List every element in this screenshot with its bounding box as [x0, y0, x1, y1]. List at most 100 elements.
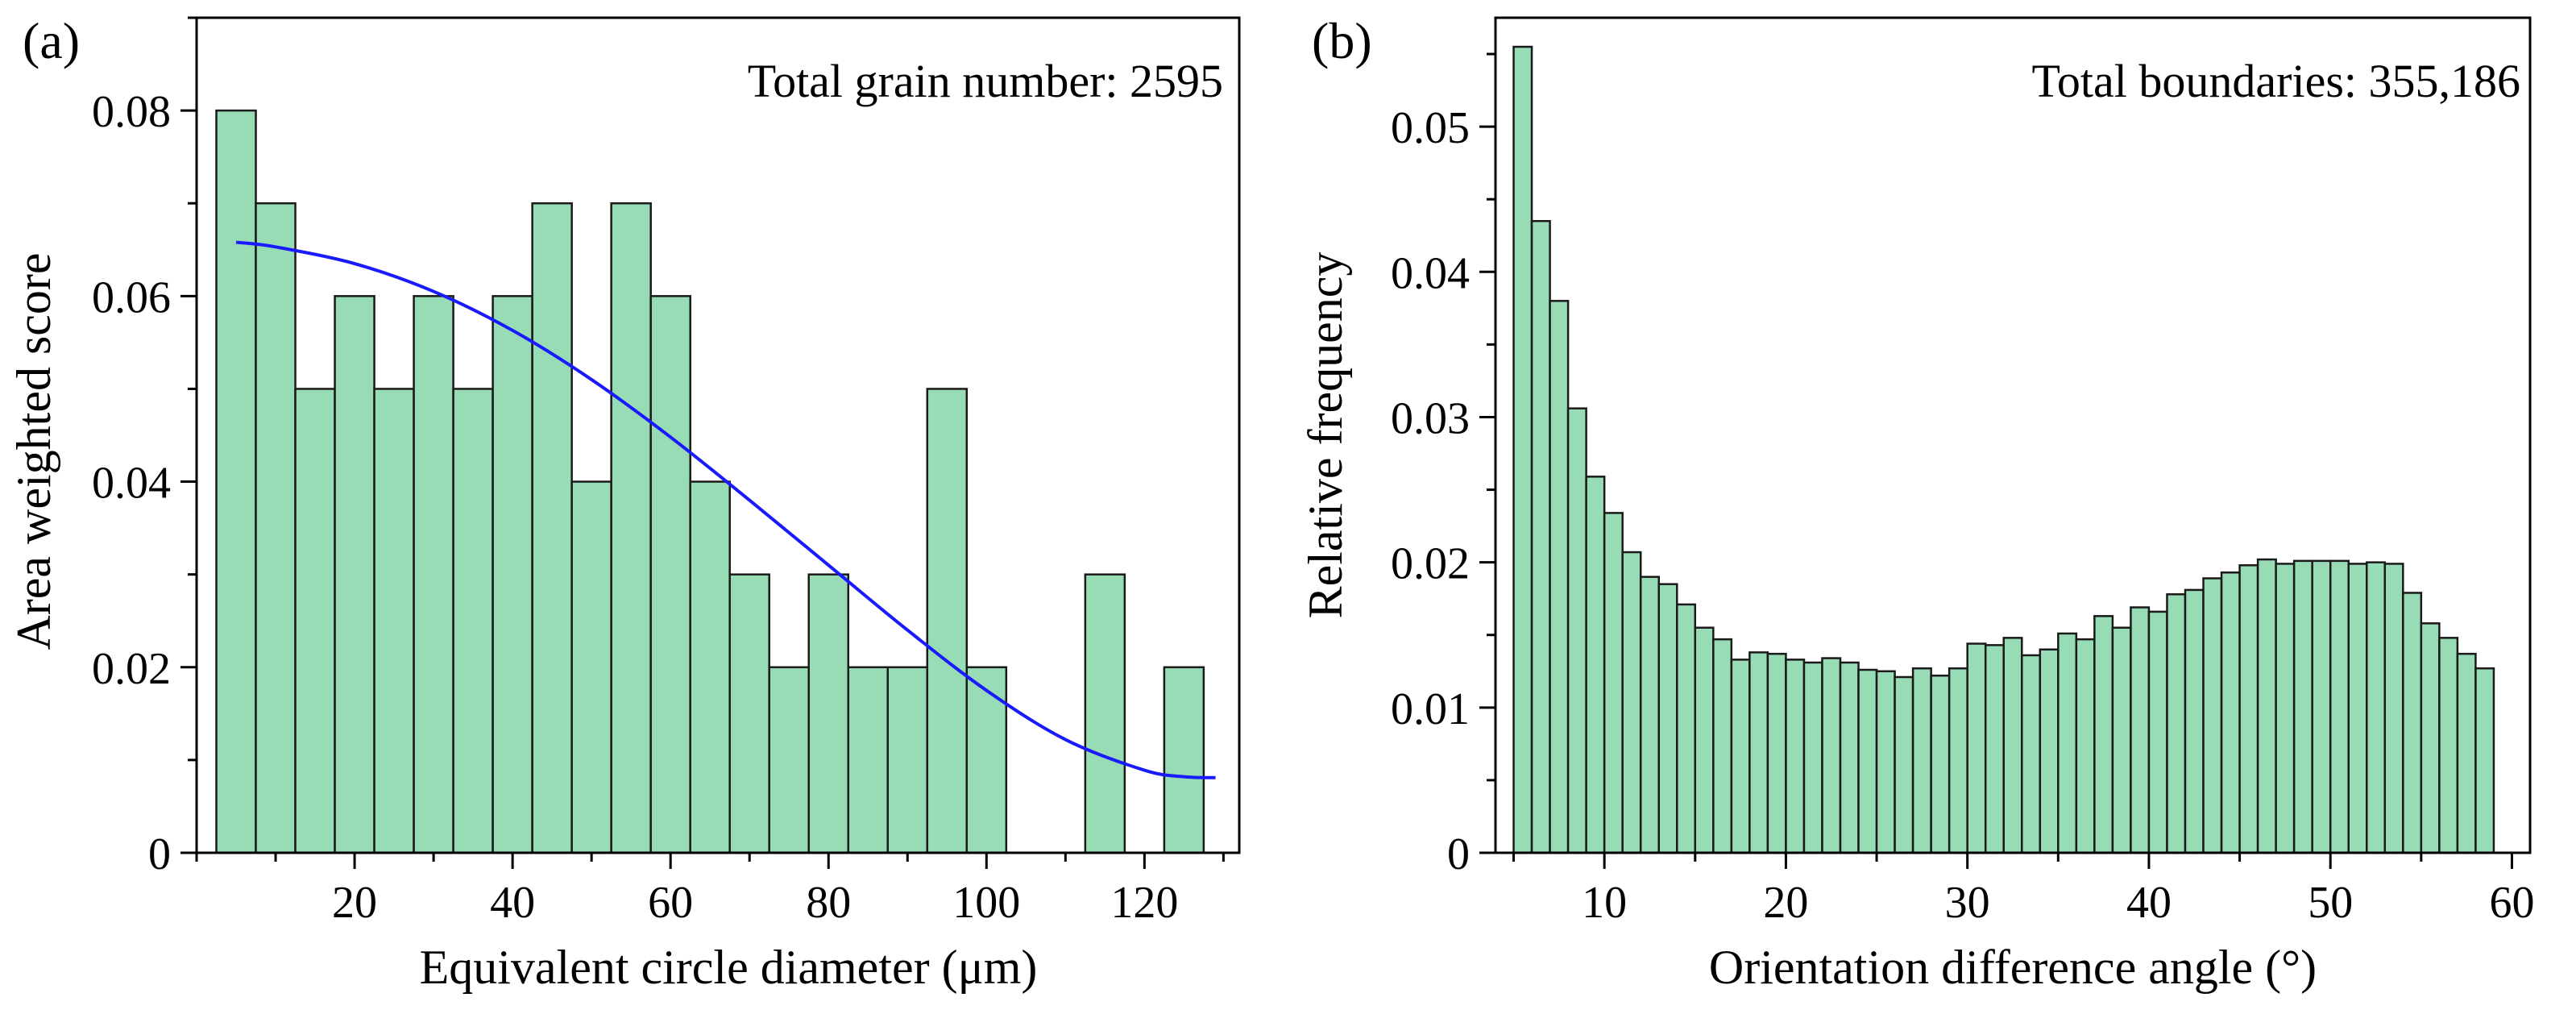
panel-a-plot-frame [195, 16, 1241, 854]
panel-b-bar [2057, 632, 2078, 854]
panel-b-bar [2039, 648, 2060, 854]
panel-b-bar [2184, 588, 2205, 854]
panel-b-bar [2093, 615, 2114, 854]
panel-b-bar [1766, 652, 1787, 854]
panel-b-label: (b) [1312, 12, 1372, 69]
panel-a-bar [728, 573, 770, 854]
panel-b-bar [2456, 652, 2477, 854]
panel-b-bar [2002, 637, 2023, 854]
panel-b-bar [2474, 667, 2495, 854]
panel-a-y-tick-label: 0 [148, 829, 171, 879]
panel-a-y-tick-label: 0.04 [92, 459, 171, 509]
panel-b-bar [1512, 45, 1533, 854]
panel-b-bar [1839, 661, 1860, 854]
panel-b-y-tick-label: 0.05 [1391, 103, 1470, 153]
panel-a-x-tick-label: 120 [1110, 878, 1178, 928]
panel-b-bar [1603, 512, 1624, 854]
panel-b-bar [2166, 593, 2187, 854]
panel-a-histogram: (a) Total grain number: 2595 20 40 60 80 100… [7, 12, 1241, 994]
panel-b-bar [2383, 563, 2404, 854]
panel-b-y-tick-label: 0.02 [1391, 539, 1470, 589]
panel-b-bar [2202, 577, 2223, 854]
panel-b-bar [1821, 657, 1842, 854]
panel-a-bar [649, 295, 691, 854]
panel-a-bar [1163, 666, 1205, 854]
panel-b-bar [2147, 610, 2168, 854]
panel-a-bar [847, 666, 890, 854]
panel-b-bar [1549, 300, 1570, 854]
panel-a-bar [570, 480, 612, 854]
panel-b-y-tick-label: 0.03 [1391, 393, 1470, 443]
panel-b-bar [2021, 654, 2042, 854]
panel-b-bar [2130, 606, 2151, 854]
panel-b-bar [1621, 551, 1642, 854]
panel-b-plot-frame [1494, 16, 2532, 854]
panel-b-bar [1730, 659, 1751, 854]
panel-b-y-axis-title: Relative frequency [1299, 252, 1352, 619]
panel-b-total-boundaries-annotation: Total boundaries: 355,186 [2032, 55, 2520, 107]
panel-b-bar [2402, 592, 2423, 854]
panel-a-bar [807, 573, 849, 854]
panel-b-bar [1639, 576, 1660, 854]
panel-b-bar [1966, 642, 1987, 854]
panel-a-bar [768, 666, 810, 854]
panel-a-y-axis-title: Area weighted score [7, 252, 60, 650]
panel-b-bar [1530, 219, 1551, 854]
panel-b-bar [1802, 661, 1823, 854]
panel-a-bar [965, 666, 1008, 854]
panel-a-x-tick-label: 100 [952, 878, 1020, 928]
panel-a-bar [492, 295, 533, 854]
panel-a-bar [255, 202, 297, 854]
panel-b-x-tick-label: 60 [2489, 878, 2534, 928]
panel-b-bar [1875, 670, 1896, 854]
panel-b-bar [2347, 563, 2368, 854]
panel-b-bar [1748, 651, 1769, 854]
panel-b-bar [1857, 668, 1878, 854]
panel-a-bar [926, 388, 969, 854]
panel-a-y-tick-label: 0.08 [92, 87, 171, 137]
panel-a-bar [373, 388, 415, 854]
panel-b-x-tick-label: 20 [1763, 878, 1808, 928]
panel-b-bar [2275, 563, 2296, 854]
panel-b-bar [2329, 559, 2350, 854]
panel-a-bar [294, 388, 336, 854]
panel-a-bar [215, 109, 257, 854]
panel-b-bar [1948, 667, 1968, 854]
panel-b-y-tick-label: 0.04 [1391, 248, 1470, 298]
panel-a-bar [689, 480, 731, 854]
panel-b-x-tick-label: 30 [1945, 878, 1990, 928]
panel-a-x-axis-title: Equivalent circle diameter (μm) [420, 941, 1038, 994]
panel-b-bar [2111, 626, 2132, 854]
panel-a-total-grain-annotation: Total grain number: 2595 [748, 55, 1223, 107]
panel-b-x-axis-title: Orientation difference angle (°) [1709, 941, 2317, 994]
panel-a-bar [413, 295, 454, 854]
panel-a-bar [610, 202, 652, 854]
panel-b-bar [2366, 561, 2387, 854]
panel-b-bar [2420, 622, 2441, 854]
panel-b-bar [1894, 675, 1914, 854]
panel-a-y-tick-label: 0.06 [92, 272, 171, 322]
panel-a-bar [886, 666, 929, 854]
panel-b-bar [1585, 476, 1606, 854]
panel-b-histogram: (b) Total boundaries: 355,186 10 20 30 40 50… [1299, 12, 2534, 994]
panel-b-bar [2256, 558, 2277, 854]
panel-b-bar [2238, 564, 2259, 854]
panel-b-y-tick-label: 0.01 [1391, 684, 1470, 734]
panel-b-bar [1712, 638, 1733, 854]
panel-b-bar [2220, 571, 2241, 854]
panel-a-x-tick-label: 20 [332, 878, 377, 928]
panel-a-fit-curve [235, 240, 1216, 779]
panel-b-bar [2311, 559, 2332, 854]
panel-a-label: (a) [23, 12, 80, 69]
panel-a-x-tick-label: 60 [648, 878, 693, 928]
panel-b-bar [1657, 583, 1678, 854]
panel-b-bar [2075, 638, 2096, 854]
panel-a-x-tick-label: 80 [806, 878, 851, 928]
panel-b-bar [1785, 659, 1806, 854]
panel-b-bar [1676, 603, 1697, 854]
panel-b-bar [2438, 637, 2459, 854]
panel-a-bar [334, 295, 375, 854]
panel-b-x-tick-label: 50 [2308, 878, 2353, 928]
panel-b-bar [1694, 626, 1715, 854]
